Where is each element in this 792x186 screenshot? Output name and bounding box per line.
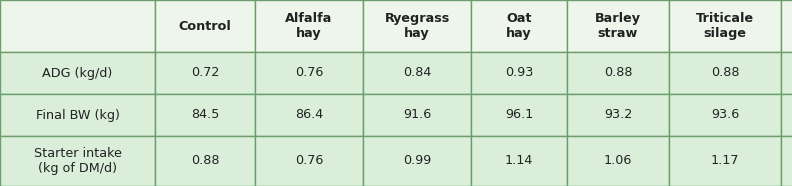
Bar <box>669 52 781 94</box>
Bar <box>567 52 669 94</box>
Bar <box>567 136 669 186</box>
Bar <box>255 136 363 186</box>
Bar <box>255 52 363 94</box>
Bar <box>567 94 669 136</box>
Text: Triticale
silage: Triticale silage <box>696 12 754 40</box>
Bar <box>0 94 155 136</box>
Text: ADG (kg/d): ADG (kg/d) <box>43 67 112 79</box>
Text: 93.6: 93.6 <box>711 108 739 121</box>
Bar <box>471 0 567 52</box>
Text: Control: Control <box>178 20 231 33</box>
Bar <box>781 94 792 136</box>
Bar <box>363 136 471 186</box>
Text: 1.14: 1.14 <box>505 155 533 168</box>
Bar <box>0 136 155 186</box>
Bar <box>781 52 792 94</box>
Bar <box>255 0 363 52</box>
Bar <box>155 94 255 136</box>
Text: 86.4: 86.4 <box>295 108 323 121</box>
Text: Alfalfa
hay: Alfalfa hay <box>285 12 333 40</box>
Text: 0.76: 0.76 <box>295 155 323 168</box>
Bar <box>155 0 255 52</box>
Bar <box>471 136 567 186</box>
Text: 93.2: 93.2 <box>604 108 632 121</box>
Bar <box>567 0 669 52</box>
Text: 91.6: 91.6 <box>403 108 431 121</box>
Bar <box>363 52 471 94</box>
Bar <box>669 94 781 136</box>
Bar <box>0 0 155 52</box>
Text: 0.76: 0.76 <box>295 67 323 79</box>
Text: 0.88: 0.88 <box>604 67 632 79</box>
Text: Ryegrass
hay: Ryegrass hay <box>384 12 450 40</box>
Bar <box>669 0 781 52</box>
Bar <box>363 0 471 52</box>
Bar <box>781 136 792 186</box>
Text: 1.06: 1.06 <box>604 155 632 168</box>
Bar <box>781 0 792 52</box>
Text: Final BW (kg): Final BW (kg) <box>36 108 120 121</box>
Text: 84.5: 84.5 <box>191 108 219 121</box>
Text: 0.99: 0.99 <box>403 155 431 168</box>
Text: 96.1: 96.1 <box>505 108 533 121</box>
Bar <box>255 94 363 136</box>
Text: 0.84: 0.84 <box>403 67 431 79</box>
Text: Starter intake
(kg of DM/d): Starter intake (kg of DM/d) <box>33 147 121 175</box>
Text: 0.88: 0.88 <box>710 67 739 79</box>
Text: 0.88: 0.88 <box>191 155 219 168</box>
Bar <box>669 136 781 186</box>
Bar <box>155 136 255 186</box>
Bar <box>0 52 155 94</box>
Text: Barley
straw: Barley straw <box>595 12 641 40</box>
Bar <box>471 52 567 94</box>
Text: 1.17: 1.17 <box>710 155 739 168</box>
Text: 0.72: 0.72 <box>191 67 219 79</box>
Bar <box>363 94 471 136</box>
Bar <box>155 52 255 94</box>
Text: 0.93: 0.93 <box>505 67 533 79</box>
Bar <box>471 94 567 136</box>
Text: Oat
hay: Oat hay <box>506 12 531 40</box>
